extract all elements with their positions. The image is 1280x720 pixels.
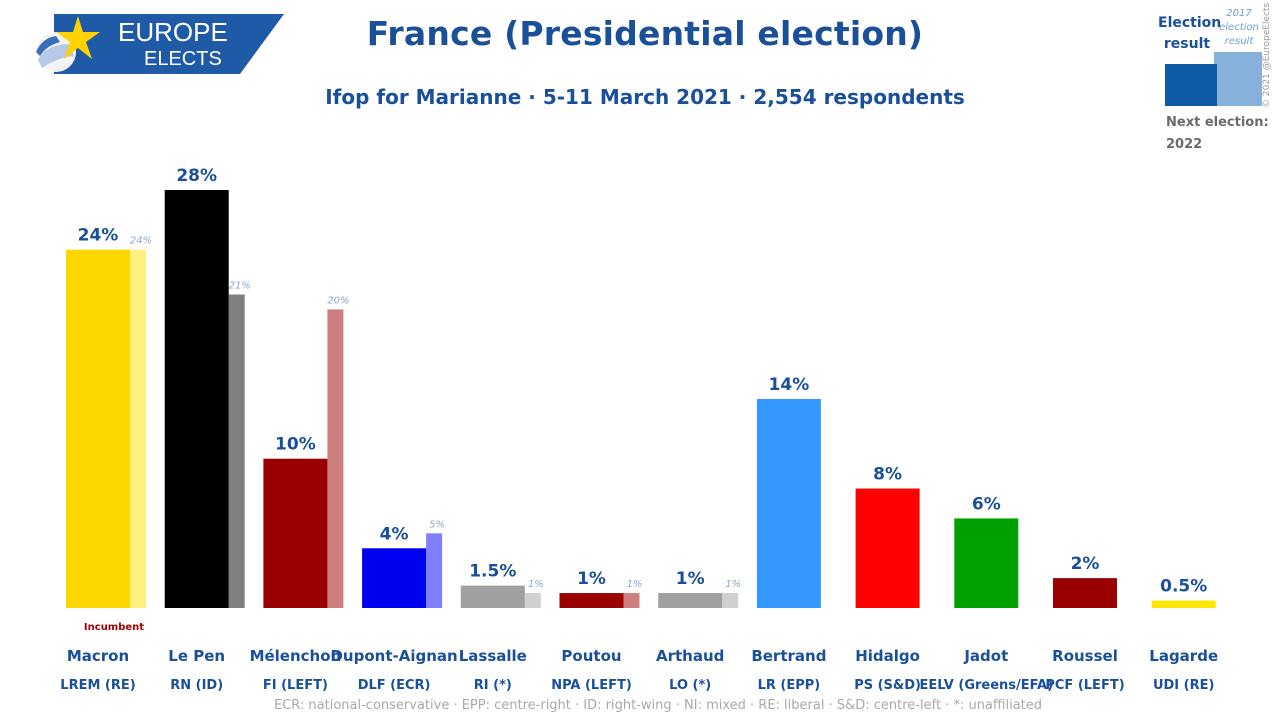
category-label: Hidalgo: [855, 647, 920, 665]
value-label: 10%: [275, 435, 316, 455]
chart-subtitle: Ifop for Marianne · 5-11 March 2021 · 2,…: [325, 85, 965, 109]
bar: [954, 518, 1019, 608]
europe-elects-logo: EUROPE ELECTS: [36, 14, 284, 74]
logo-banner: [54, 14, 284, 74]
legend-next-election: Next election: 2022: [1166, 112, 1269, 156]
party-label: LR (EPP): [758, 678, 821, 693]
value-label: 8%: [873, 465, 902, 485]
previous-value-label: 1%: [725, 579, 741, 590]
previous-bar: [722, 593, 739, 608]
category-label: Le Pen: [168, 647, 225, 665]
category-label: Bertrand: [751, 647, 826, 665]
party-label: LO (*): [669, 678, 711, 693]
legend-previous-swatch: [1214, 52, 1262, 106]
party-label: DLF (ECR): [358, 678, 431, 693]
bar: [66, 249, 130, 608]
bar: [1053, 578, 1117, 608]
value-label: 1.5%: [469, 562, 516, 582]
previous-bar: [524, 593, 541, 608]
party-label: PS (S&D): [854, 678, 921, 693]
legend-current-swatch: [1165, 64, 1217, 106]
category-label: Mélenchon: [250, 647, 342, 665]
star-icon: [56, 16, 100, 59]
category-label: Roussel: [1052, 647, 1118, 665]
bar: [1151, 600, 1216, 608]
footnote: ECR: national-conservative · EPP: centre…: [273, 698, 1043, 713]
incumbent-annotation: Incumbent: [84, 622, 144, 633]
category-label: Jadot: [963, 647, 1008, 665]
bar: [164, 190, 229, 608]
logo-globe-detail: [38, 44, 74, 68]
previous-bar: [623, 593, 640, 608]
party-label: PCF (LEFT): [1045, 678, 1124, 693]
previous-bar: [228, 294, 245, 608]
value-label: 28%: [176, 166, 217, 186]
party-label: LREM (RE): [60, 678, 135, 693]
category-label: Macron: [67, 647, 129, 665]
previous-value-label: 1%: [627, 579, 643, 590]
bar: [756, 399, 821, 608]
value-label: 6%: [972, 494, 1001, 514]
value-label: 24%: [78, 226, 119, 246]
next-election-label: Next election:: [1166, 115, 1269, 130]
bar: [460, 585, 525, 608]
party-label: RN (ID): [170, 678, 223, 693]
value-label: 14%: [769, 375, 810, 395]
party-label: NPA (LEFT): [551, 678, 632, 693]
legend-current-label: Election result: [1158, 15, 1222, 52]
value-label: 4%: [380, 524, 409, 544]
value-label: 0.5%: [1160, 577, 1207, 597]
party-label: UDI (RE): [1153, 678, 1214, 693]
category-label: Lagarde: [1149, 647, 1218, 665]
category-label: Arthaud: [656, 647, 724, 665]
previous-value-label: 1%: [528, 579, 544, 590]
next-election-year: 2022: [1166, 137, 1203, 152]
bar: [362, 548, 427, 608]
party-label: RI (*): [474, 678, 512, 693]
previous-value-label: 20%: [327, 295, 349, 306]
legend-previous-label: 2017 election result: [1219, 8, 1259, 47]
value-label: 1%: [676, 569, 705, 589]
party-label: FI (LEFT): [263, 678, 328, 693]
value-label: 2%: [1071, 554, 1100, 574]
previous-value-label: 5%: [429, 519, 445, 530]
previous-bar: [327, 309, 344, 608]
category-label: Poutou: [561, 647, 621, 665]
bar: [263, 458, 328, 608]
category-label: Dupont-Aignan: [330, 647, 457, 665]
logo-line1: EUROPE: [118, 17, 228, 47]
previous-value-label: 24%: [130, 236, 152, 247]
category-label: Lassalle: [459, 647, 527, 665]
previous-bar: [426, 533, 443, 608]
chart-title: France (Presidential election): [366, 14, 924, 53]
logo-line2: ELECTS: [144, 48, 222, 70]
previous-value-label: 21%: [229, 281, 251, 292]
previous-bar: [130, 249, 146, 608]
bar: [658, 593, 723, 608]
bar: [855, 488, 920, 608]
bar: [559, 593, 624, 608]
party-label: EELV (Greens/EFA): [920, 678, 1054, 693]
logo-globe-detail: [36, 36, 60, 56]
value-label: 1%: [577, 569, 606, 589]
